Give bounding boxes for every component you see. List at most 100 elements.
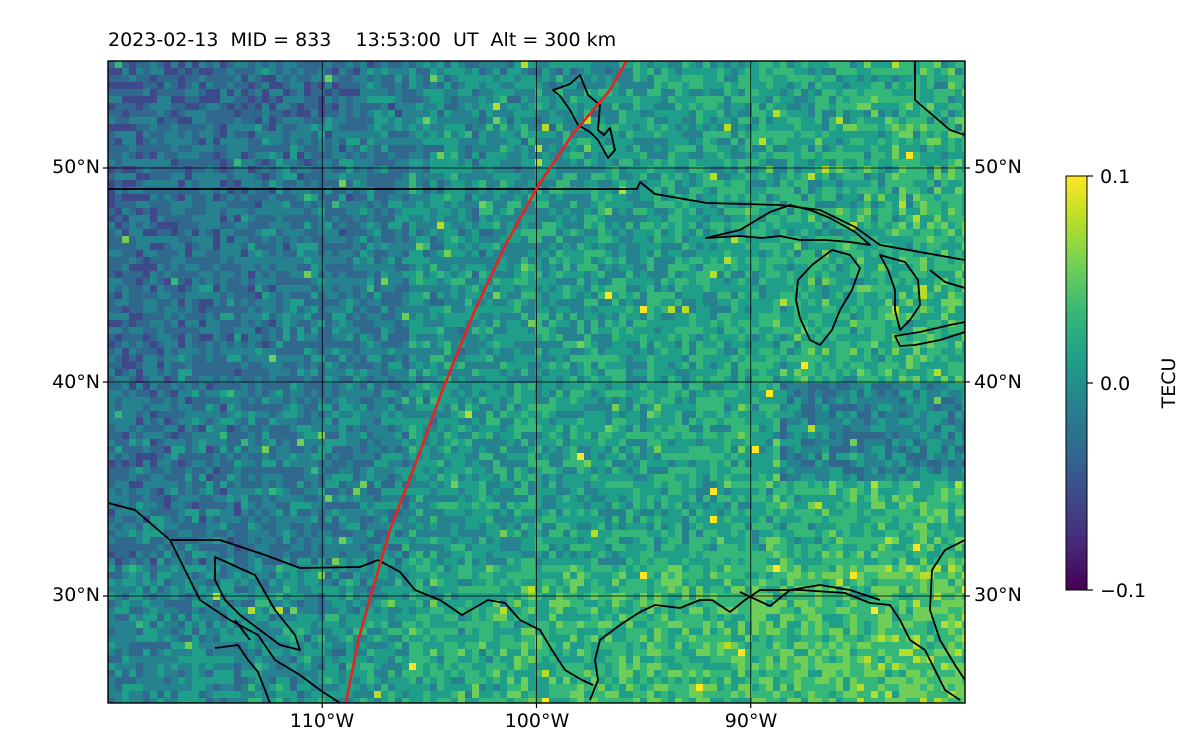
tec-cell — [136, 334, 144, 342]
tec-cell — [409, 341, 417, 349]
tec-cell — [311, 89, 319, 97]
tec-cell — [892, 201, 900, 209]
tec-cell — [220, 124, 228, 132]
tec-cell — [710, 327, 718, 335]
tec-cell — [367, 82, 375, 90]
tec-cell — [360, 103, 368, 111]
tec-cell — [311, 159, 319, 167]
tec-cell — [353, 173, 361, 181]
tec-cell — [416, 313, 424, 321]
tec-cell — [535, 68, 543, 76]
tec-cell — [311, 75, 319, 83]
tec-cell — [619, 145, 627, 153]
tec-cell — [836, 243, 844, 251]
tec-cell — [584, 285, 592, 293]
tec-cell — [437, 264, 445, 272]
tec-cell — [864, 264, 872, 272]
tec-cell — [913, 166, 921, 174]
tec-cell — [283, 96, 291, 104]
tec-cell — [318, 145, 326, 153]
tec-cell — [605, 229, 613, 237]
tec-cell — [304, 285, 312, 293]
tec-cell — [255, 271, 263, 279]
tec-cell — [143, 124, 151, 132]
tec-cell — [906, 82, 914, 90]
tec-cell — [283, 82, 291, 90]
tec-cell — [381, 103, 389, 111]
tec-cell — [549, 166, 557, 174]
tec-cell — [129, 208, 137, 216]
tec-cell — [416, 173, 424, 181]
tec-cell — [556, 278, 564, 286]
tec-cell — [402, 215, 410, 223]
tec-cell — [598, 257, 606, 265]
tec-cell — [941, 159, 949, 167]
tec-cell — [255, 68, 263, 76]
tec-cell — [962, 264, 965, 272]
tec-cell — [157, 334, 165, 342]
tec-cell — [787, 110, 795, 118]
tec-cell — [192, 89, 200, 97]
tec-cell — [724, 131, 732, 139]
tec-cell — [339, 208, 347, 216]
tec-cell — [549, 89, 557, 97]
tec-cell — [528, 285, 536, 293]
tec-cell — [339, 250, 347, 258]
tec-cell — [927, 243, 935, 251]
tec-cell — [738, 250, 746, 258]
tec-cell — [332, 313, 340, 321]
tec-cell — [360, 292, 368, 300]
tec-cell — [745, 194, 753, 202]
tec-cell — [752, 334, 760, 342]
tec-cell — [479, 89, 487, 97]
tec-cell — [178, 250, 186, 258]
tec-cell — [479, 110, 487, 118]
tec-cell — [542, 285, 550, 293]
tec-cell — [381, 138, 389, 146]
tec-cell — [920, 250, 928, 258]
tec-cell — [836, 131, 844, 139]
tec-cell — [570, 89, 578, 97]
tec-cell — [185, 68, 193, 76]
tec-cell — [801, 117, 809, 125]
tec-cell — [829, 243, 837, 251]
tec-cell — [199, 215, 207, 223]
tec-cell — [178, 285, 186, 293]
tec-cell — [150, 327, 158, 335]
tec-cell — [199, 208, 207, 216]
tec-cell — [213, 306, 221, 314]
tec-cell — [752, 278, 760, 286]
tec-cell — [430, 327, 438, 335]
tec-cell — [766, 306, 774, 314]
tec-cell — [150, 180, 158, 188]
tec-cell — [913, 145, 921, 153]
tec-cell — [409, 222, 417, 230]
tec-cell — [248, 243, 256, 251]
tec-cell — [829, 103, 837, 111]
tec-cell — [199, 75, 207, 83]
tec-cell — [731, 103, 739, 111]
tec-cell — [808, 257, 816, 265]
tec-cell — [780, 264, 788, 272]
tec-cell — [850, 285, 858, 293]
tec-cell — [486, 201, 494, 209]
tec-cell — [927, 166, 935, 174]
tec-cell — [871, 271, 879, 279]
tec-cell — [605, 145, 613, 153]
tec-cell — [255, 82, 263, 90]
tec-cell — [535, 215, 543, 223]
tec-cell — [955, 208, 963, 216]
tec-cell — [878, 117, 886, 125]
tec-cell — [381, 285, 389, 293]
tec-cell — [906, 222, 914, 230]
tec-cell — [808, 131, 816, 139]
tec-cell — [220, 250, 228, 258]
tec-cell — [318, 61, 326, 69]
tec-cell — [346, 75, 354, 83]
tec-cell — [927, 229, 935, 237]
tec-cell — [794, 82, 802, 90]
tec-cell — [472, 236, 480, 244]
tec-cell — [661, 124, 669, 132]
tec-cell — [206, 61, 214, 69]
tec-cell — [619, 236, 627, 244]
